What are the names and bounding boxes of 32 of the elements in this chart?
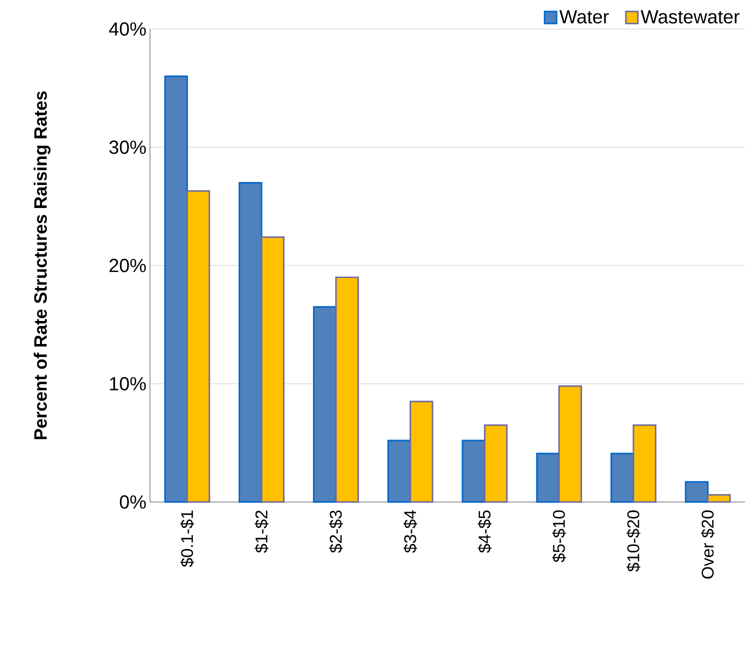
bar bbox=[707, 494, 731, 503]
y-axis-title: Percent of Rate Structures Raising Rates bbox=[34, 91, 50, 440]
bar bbox=[387, 440, 412, 503]
x-tick-label: $10-$20 bbox=[626, 510, 640, 572]
bar bbox=[684, 481, 709, 503]
x-tick-label: $0.1-$1 bbox=[180, 510, 194, 568]
bar bbox=[312, 306, 337, 503]
bar bbox=[260, 236, 285, 503]
bar bbox=[632, 424, 656, 503]
legend-label: Water bbox=[559, 10, 609, 24]
bar bbox=[610, 452, 634, 503]
bar bbox=[558, 385, 582, 503]
bar bbox=[536, 452, 560, 503]
y-tick-label: 0% bbox=[120, 495, 146, 509]
x-tick-label: $2-$3 bbox=[329, 510, 343, 553]
x-tick-label: $5-$10 bbox=[552, 510, 566, 562]
bar bbox=[186, 190, 210, 503]
x-tick-label: $3-$4 bbox=[403, 510, 418, 553]
bar bbox=[410, 400, 434, 503]
y-tick-label: 10% bbox=[110, 377, 146, 390]
x-tick-label: Over $20 bbox=[700, 510, 715, 579]
y-tick-label: 30% bbox=[109, 140, 146, 154]
bar bbox=[164, 76, 188, 503]
x-tick-label: $4-$5 bbox=[478, 510, 492, 553]
bar bbox=[238, 182, 262, 503]
bar bbox=[335, 276, 359, 503]
bar bbox=[484, 424, 508, 503]
bar bbox=[462, 440, 486, 503]
legend-label: Wastewater bbox=[640, 10, 740, 24]
x-tick-label: $1-$2 bbox=[254, 510, 268, 553]
y-tick-label: 20% bbox=[110, 258, 146, 272]
y-tick-label: 40% bbox=[109, 22, 146, 36]
